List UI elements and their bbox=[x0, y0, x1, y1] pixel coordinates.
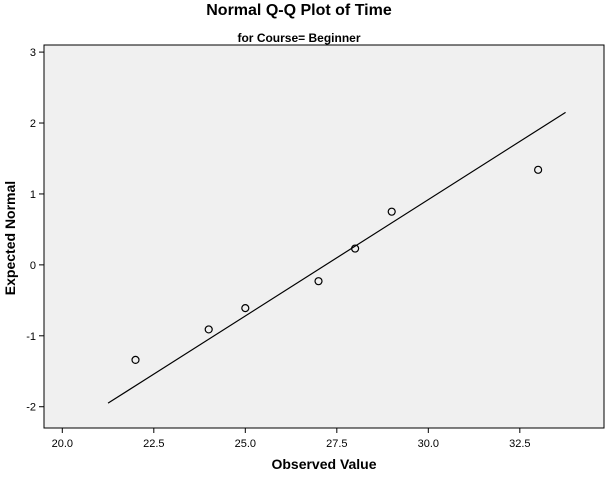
x-tick-label: 32.5 bbox=[509, 438, 530, 450]
x-tick-label: 25.0 bbox=[235, 438, 256, 450]
y-tick-label: 0 bbox=[30, 260, 36, 272]
reference-line bbox=[107, 111, 566, 404]
x-tick-label: 20.0 bbox=[52, 438, 73, 450]
y-tick-label: 1 bbox=[30, 189, 36, 201]
data-point bbox=[314, 277, 323, 286]
data-point bbox=[387, 207, 396, 216]
data-points bbox=[131, 165, 543, 365]
axis-ticks: 20.0 22.5 25.0 27.5 30.0 32.5 -2 -1 0 1 2 3 bbox=[26, 47, 530, 450]
y-tick-label: 3 bbox=[30, 47, 36, 59]
x-tick-label: 27.5 bbox=[326, 438, 347, 450]
y-tick-label: 2 bbox=[30, 118, 36, 130]
x-tick-label: 22.5 bbox=[143, 438, 164, 450]
data-point bbox=[351, 244, 360, 253]
x-tick-label: 30.0 bbox=[418, 438, 439, 450]
y-tick-label: -1 bbox=[26, 331, 36, 343]
y-tick-label: -2 bbox=[26, 402, 36, 414]
data-point bbox=[241, 304, 250, 313]
reference-line-layer bbox=[107, 111, 566, 404]
data-point bbox=[534, 165, 543, 174]
y-axis-label: Expected Normal bbox=[2, 181, 18, 295]
plot-area bbox=[43, 44, 605, 429]
chart-title: Normal Q-Q Plot of Time bbox=[206, 2, 392, 19]
chart-subtitle: for Course= Beginner bbox=[237, 31, 360, 45]
data-point bbox=[204, 325, 213, 334]
data-point bbox=[131, 355, 140, 365]
x-axis-label: Observed Value bbox=[271, 456, 376, 472]
